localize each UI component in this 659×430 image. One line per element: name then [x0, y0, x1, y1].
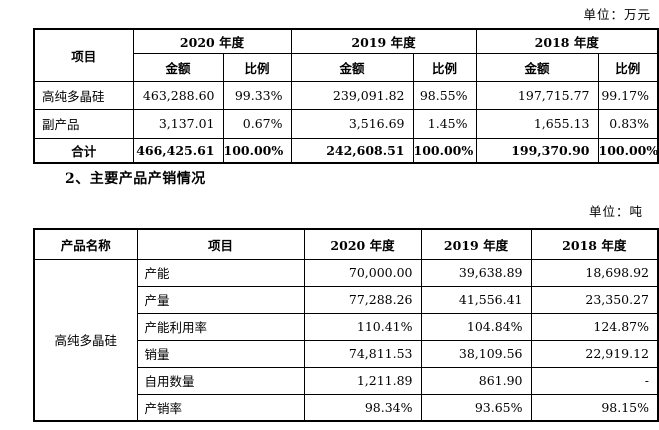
row-label: 自用数量	[136, 366, 305, 395]
row-label: 销量	[136, 339, 305, 368]
cell-ratio: 99.17%	[597, 80, 659, 110]
revenue-header-year-2020: 2020 年度	[132, 28, 292, 54]
table-row: 自用数量 1,211.89 861.90 -	[34, 366, 659, 395]
cell-value: 93.65%	[420, 393, 532, 422]
row-label: 副产品	[33, 108, 134, 139]
production-sales-table: 产品名称 项目 2020 年度 2019 年度 2018 年度 高纯多晶硅 产能…	[33, 228, 659, 422]
cell-amount: 197,715.77	[475, 80, 599, 110]
cell-value: 124.87%	[530, 312, 659, 341]
cell-ratio: 100.00%	[222, 137, 292, 164]
revenue-header-amount-2020: 金额	[132, 52, 224, 82]
table-row: 高纯多晶硅 463,288.60 99.33% 239,091.82 98.55…	[33, 80, 659, 110]
product-name-cell: 高纯多晶硅	[33, 258, 138, 422]
cell-value: 22,919.12	[530, 339, 659, 368]
row-label: 产量	[136, 285, 305, 314]
table-row: 副产品 3,137.01 0.67% 3,516.69 1.45% 1,655.…	[33, 108, 659, 139]
cell-amount: 3,516.69	[290, 108, 414, 139]
cell-amount: 242,608.51	[290, 137, 414, 164]
cell-value: 70,000.00	[303, 258, 422, 287]
row-label: 产销率	[136, 393, 305, 422]
cell-value: 74,811.53	[303, 339, 422, 368]
revenue-table-header-sub: 金额 比例 金额 比例 金额 比例	[34, 52, 659, 82]
cell-value: 77,288.26	[303, 285, 422, 314]
cell-value: 23,350.27	[530, 285, 659, 314]
production-header-year-2018: 2018 年度	[530, 228, 659, 260]
cell-ratio: 0.83%	[597, 108, 659, 139]
cell-value: 861.90	[420, 366, 532, 395]
revenue-header-amount-2019: 金额	[290, 52, 414, 82]
cell-value: 98.34%	[303, 393, 422, 422]
cell-amount: 3,137.01	[132, 108, 224, 139]
cell-value: 18,698.92	[530, 258, 659, 287]
cell-amount: 1,655.13	[475, 108, 599, 139]
table-row: 销量 74,811.53 38,109.56 22,919.12	[34, 339, 659, 368]
table-row: 高纯多晶硅 产能 70,000.00 39,638.89 18,698.92	[33, 258, 659, 422]
revenue-header-ratio-2020: 比例	[222, 52, 292, 82]
table-row: 产量 77,288.26 41,556.41 23,350.27	[34, 285, 659, 314]
table-row: 产能利用率 110.41% 104.84% 124.87%	[34, 312, 659, 341]
row-label: 产能	[136, 258, 305, 287]
production-header-year-2019: 2019 年度	[420, 228, 532, 260]
unit-label-ton: 单位：吨	[588, 204, 643, 219]
production-header-product: 产品名称	[33, 228, 138, 260]
table-row: 产销率 98.34% 93.65% 98.15%	[34, 393, 659, 422]
cell-value: 38,109.56	[420, 339, 532, 368]
cell-amount: 466,425.61	[132, 137, 224, 164]
cell-value: 98.15%	[530, 393, 659, 422]
revenue-table: 项目 2020 年度 2019 年度 2018 年度 金额 比例 金额 比例 金…	[33, 28, 659, 164]
revenue-table-header-years: 项目 2020 年度 2019 年度 2018 年度	[33, 28, 659, 82]
row-label: 高纯多晶硅	[33, 80, 134, 110]
production-table-header: 产品名称 项目 2020 年度 2019 年度 2018 年度	[33, 228, 659, 260]
revenue-header-year-2019: 2019 年度	[290, 28, 477, 54]
revenue-header-amount-2018: 金额	[475, 52, 599, 82]
cell-ratio: 1.45%	[412, 108, 477, 139]
production-header-year-2020: 2020 年度	[303, 228, 422, 260]
cell-value: -	[530, 366, 659, 395]
cell-amount: 463,288.60	[132, 80, 224, 110]
row-label: 产能利用率	[136, 312, 305, 341]
cell-value: 41,556.41	[420, 285, 532, 314]
revenue-header-item: 项目	[33, 28, 134, 82]
cell-amount: 199,370.90	[475, 137, 599, 164]
revenue-header-year-2018: 2018 年度	[475, 28, 659, 54]
row-label-total: 合计	[33, 137, 134, 164]
production-header-item: 项目	[136, 228, 305, 260]
unit-label-wanyuan: 单位：万元	[583, 7, 651, 22]
section-heading: 2、主要产品产销情况	[65, 171, 206, 187]
cell-value: 104.84%	[420, 312, 532, 341]
cell-ratio: 99.33%	[222, 80, 292, 110]
revenue-header-ratio-2018: 比例	[597, 52, 659, 82]
cell-ratio: 100.00%	[597, 137, 659, 164]
cell-amount: 239,091.82	[290, 80, 414, 110]
cell-value: 1,211.89	[303, 366, 422, 395]
cell-ratio: 0.67%	[222, 108, 292, 139]
revenue-header-ratio-2019: 比例	[412, 52, 477, 82]
table-row-total: 合计 466,425.61 100.00% 242,608.51 100.00%…	[33, 137, 659, 164]
cell-ratio: 100.00%	[412, 137, 477, 164]
cell-ratio: 98.55%	[412, 80, 477, 110]
cell-value: 110.41%	[303, 312, 422, 341]
cell-value: 39,638.89	[420, 258, 532, 287]
